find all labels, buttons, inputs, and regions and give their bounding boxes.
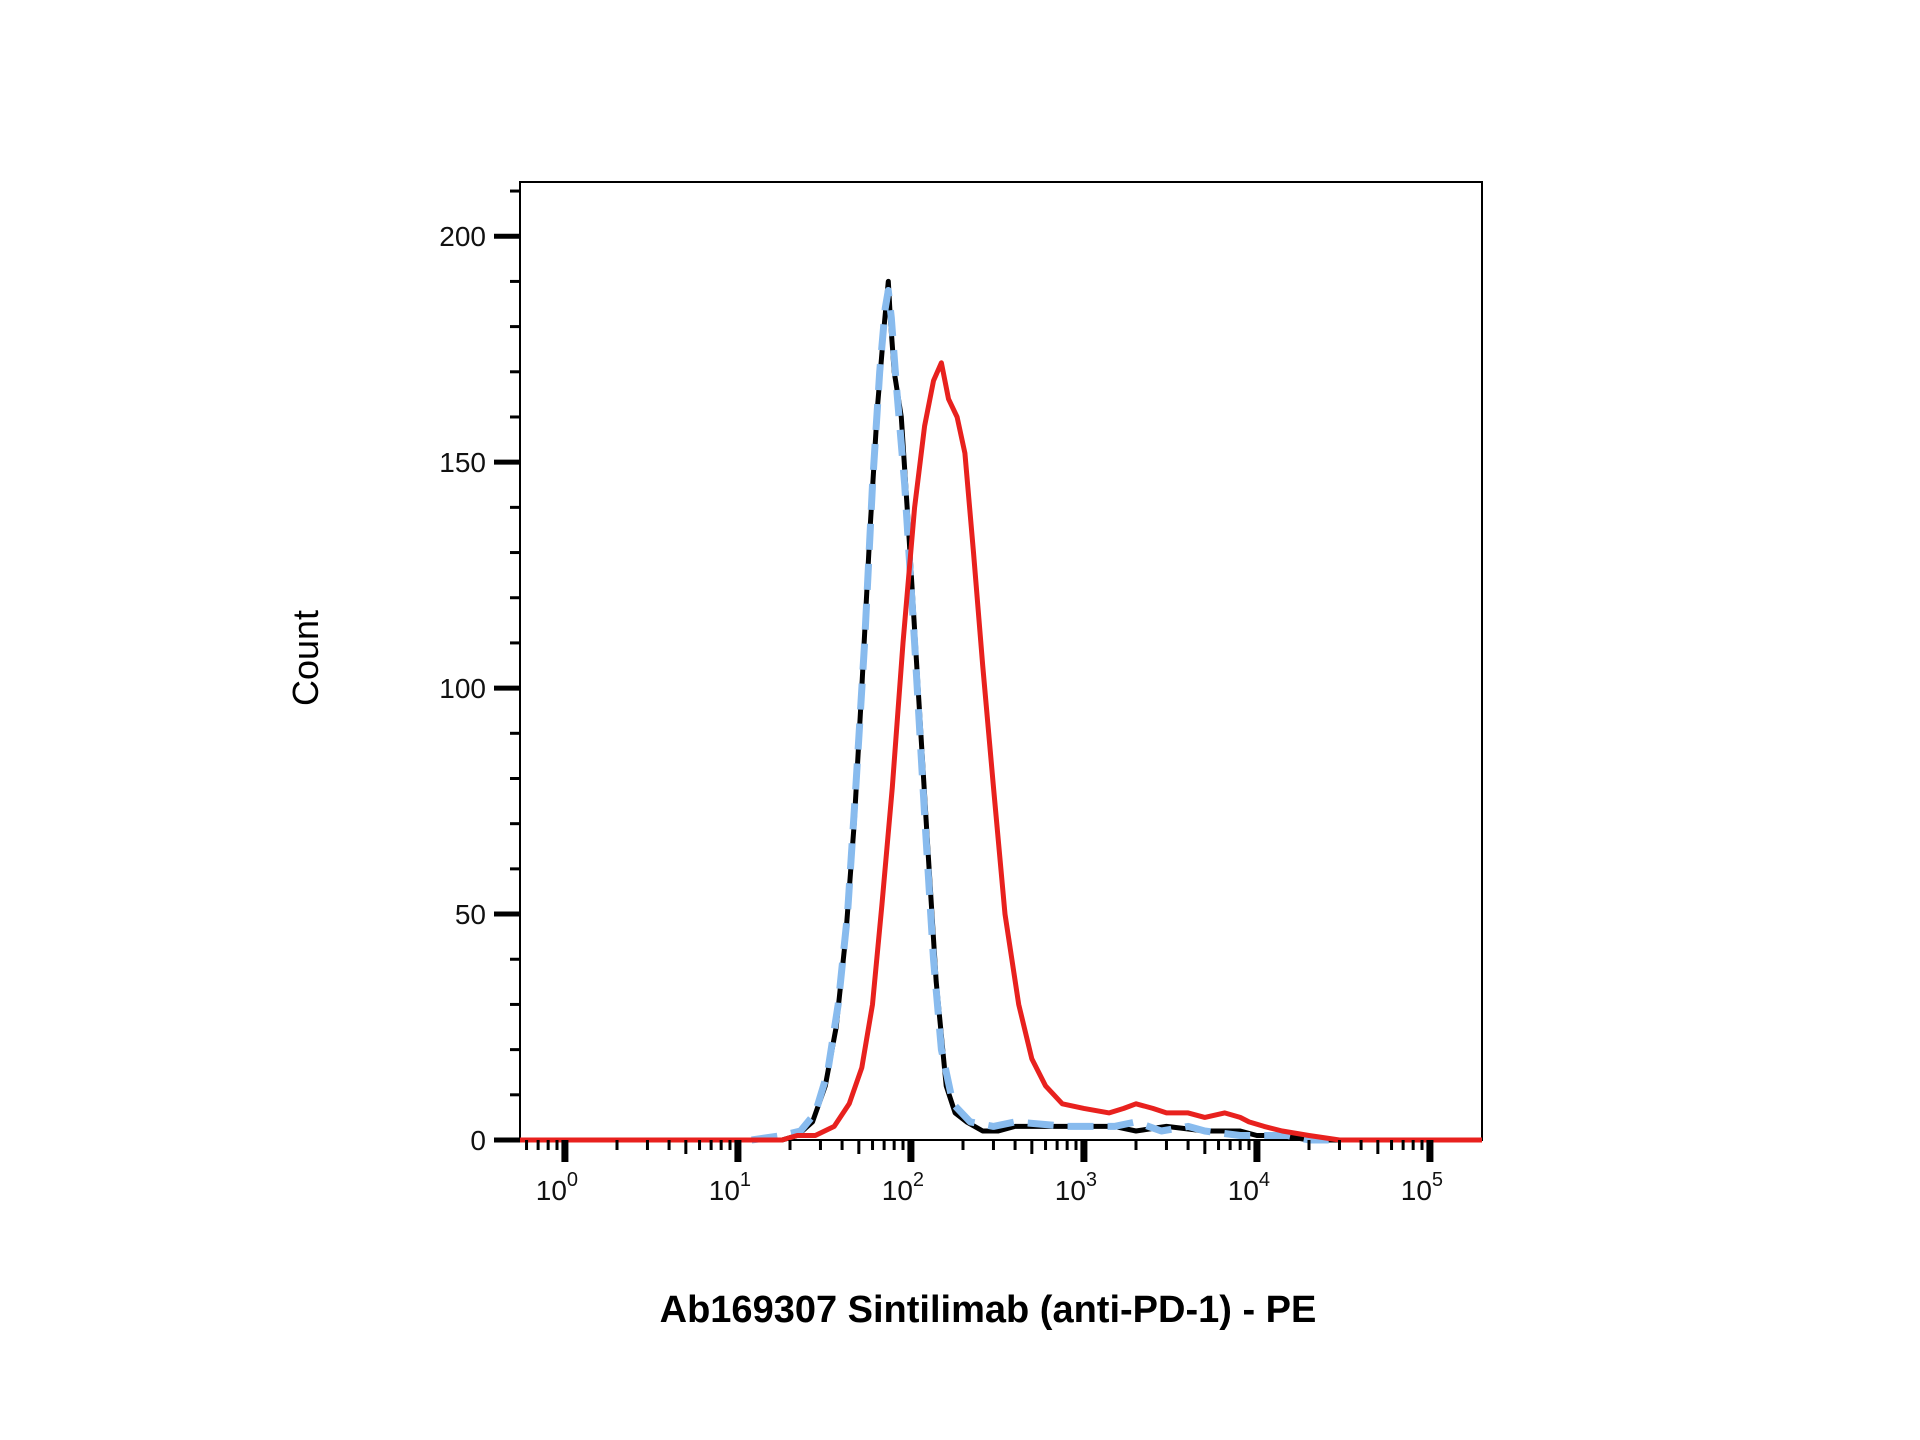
x-tick-label: 105 xyxy=(1401,1169,1443,1206)
y-tick-label: 100 xyxy=(439,673,486,704)
y-axis-title: Count xyxy=(285,610,326,706)
series-layer xyxy=(520,278,1482,1144)
series-line-2 xyxy=(751,287,1329,1144)
y-tick-label: 200 xyxy=(439,221,486,252)
x-tick-label: 102 xyxy=(882,1169,924,1206)
labels: Count Ab169307 Sintilimab (anti-PD-1) - … xyxy=(285,610,1316,1331)
x-tick-label: 100 xyxy=(536,1169,578,1206)
y-tick-label: 0 xyxy=(470,1125,486,1156)
series-line-3 xyxy=(520,360,1482,1143)
x-tick-label: 101 xyxy=(709,1169,751,1206)
x-tick-label: 104 xyxy=(1228,1169,1270,1206)
plot-frame xyxy=(519,181,1483,1141)
y-tick-label: 150 xyxy=(439,447,486,478)
x-tick-label: 103 xyxy=(1055,1169,1097,1206)
axes: 0 50 100 150 200 100 101 102 103 104 105 xyxy=(439,189,1443,1206)
y-tick-label: 50 xyxy=(455,899,486,930)
plot-area xyxy=(519,181,1483,1141)
x-axis-title: Ab169307 Sintilimab (anti-PD-1) - PE xyxy=(660,1289,1317,1331)
